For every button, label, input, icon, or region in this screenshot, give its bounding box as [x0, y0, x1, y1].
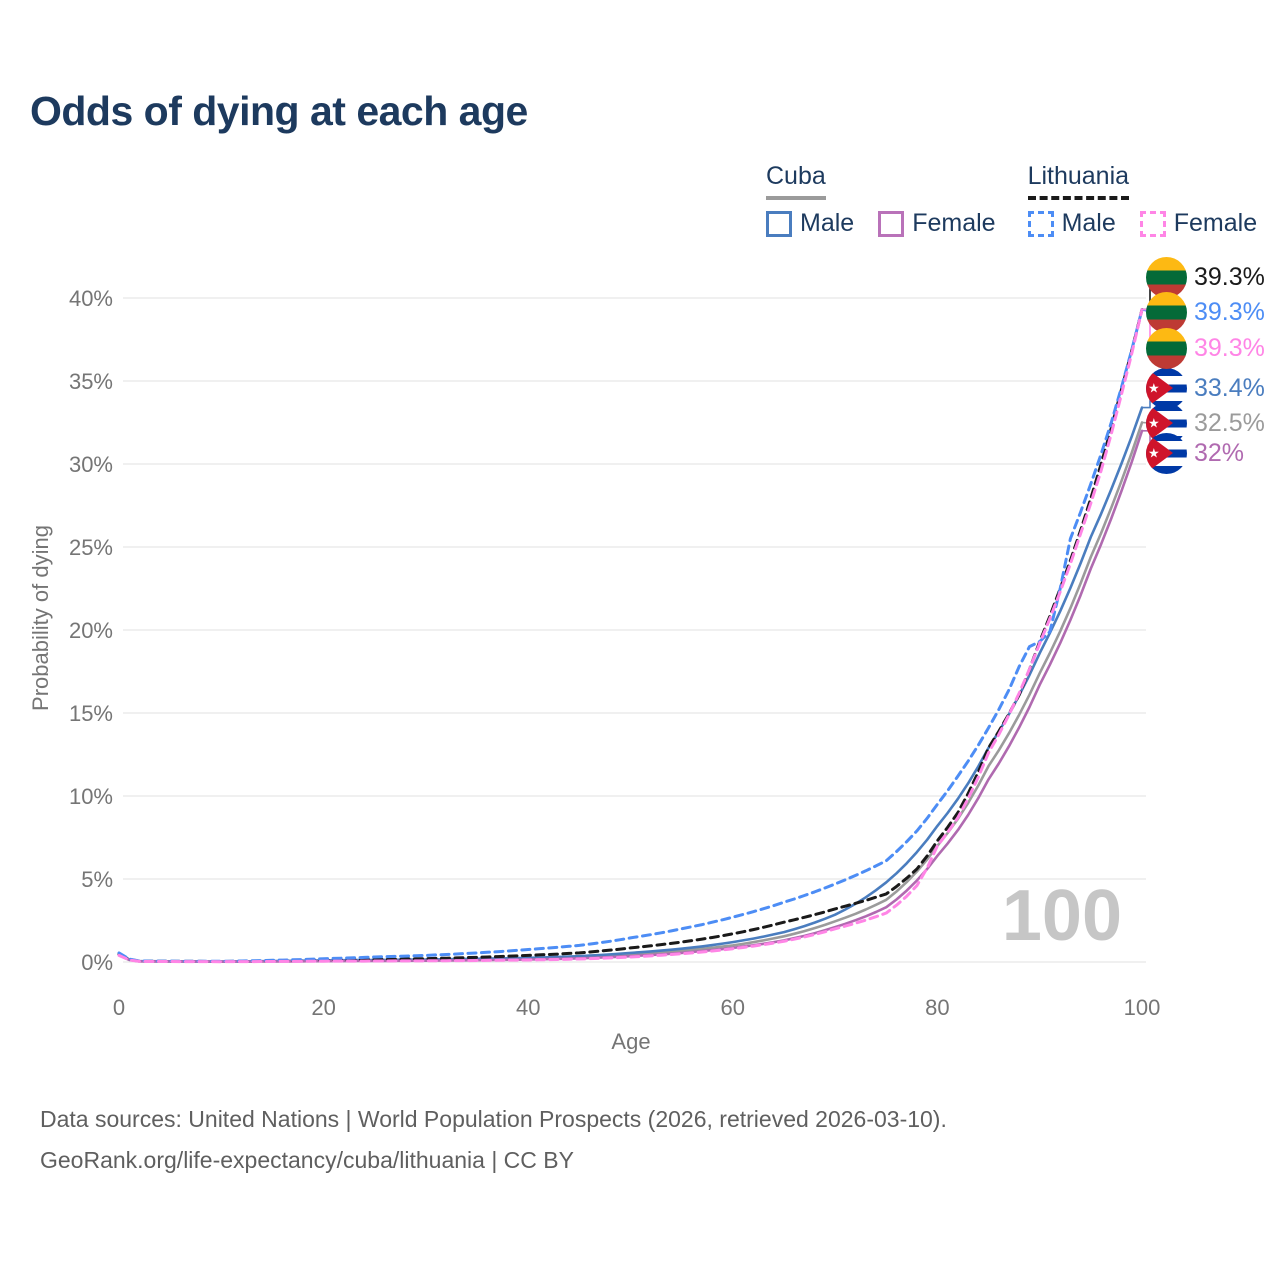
x-tick-label: 100	[1124, 995, 1161, 1020]
x-tick-label: 80	[925, 995, 949, 1020]
attribution-line: GeoRank.org/life-expectancy/cuba/lithuan…	[40, 1147, 574, 1173]
y-tick-label: 35%	[69, 369, 113, 394]
legend-item-cuba-female-label: Female	[912, 209, 996, 237]
y-tick-label: 20%	[69, 618, 113, 643]
y-tick-label: 0%	[81, 950, 113, 975]
label-connector-cuba-total	[1141, 421, 1151, 424]
chart-footer: Data sources: United Nations | World Pop…	[40, 1099, 947, 1181]
label-connector-cuba-male	[1142, 387, 1151, 409]
legend-item-lithuania-female[interactable]: Female	[1139, 209, 1258, 238]
legend-group-cuba: Cuba Male Female	[766, 162, 996, 238]
series-path-lithuania-female	[117, 308, 1144, 964]
legend-group-lithuania-label: Lithuania	[1027, 162, 1130, 200]
watermark-text: 100	[1002, 876, 1122, 956]
y-axis-title: Probability of dying	[28, 525, 53, 711]
page-title: Odds of dying at each age	[30, 88, 528, 134]
x-tick-label: 60	[721, 995, 745, 1020]
legend-item-lithuania-female-label: Female	[1173, 209, 1258, 237]
legend-item-lithuania-male-label: Male	[1061, 209, 1116, 237]
legend-group-cuba-label: Cuba	[766, 162, 826, 200]
label-connector-cuba-female	[1142, 430, 1151, 454]
y-tick-label: 15%	[69, 701, 113, 726]
x-tick-label: 40	[516, 995, 540, 1020]
legend-group-lithuania: Lithuania Male Female	[1027, 162, 1258, 238]
series-path-lithuania-male	[117, 308, 1144, 963]
y-tick-label: 25%	[69, 535, 113, 560]
legend: Cuba Male Female Lithuania Male Female	[766, 162, 1257, 238]
legend-item-cuba-male[interactable]: Male	[766, 209, 854, 238]
legend-item-lithuania-male[interactable]: Male	[1027, 209, 1116, 238]
legend-items-lithuania: Male Female	[1027, 209, 1258, 238]
series-path-lithuania-total	[117, 308, 1144, 963]
x-tick-label: 20	[311, 995, 335, 1020]
legend-item-cuba-female[interactable]: Female	[878, 209, 996, 238]
y-tick-label: 5%	[81, 867, 113, 892]
data-source-line: Data sources: United Nations | World Pop…	[40, 1106, 947, 1132]
series-path-cuba-total	[117, 421, 1144, 963]
x-axis-title: Age	[611, 1029, 650, 1054]
legend-swatch-lithuania-male-icon	[1027, 210, 1054, 237]
legend-swatch-cuba-male-icon	[766, 210, 792, 237]
legend-items-cuba: Male Female	[766, 209, 996, 238]
legend-swatch-cuba-female-icon	[878, 210, 905, 237]
y-tick-label: 30%	[69, 452, 113, 477]
legend-item-cuba-male-label: Male	[800, 209, 855, 237]
legend-swatch-lithuania-female-icon	[1139, 210, 1166, 237]
series-path-cuba-female	[117, 429, 1144, 963]
x-tick-label: 0	[113, 995, 125, 1020]
label-connector-lithuania-total	[1142, 276, 1151, 311]
label-connector-lithuania-female	[1142, 308, 1151, 349]
y-tick-label: 40%	[69, 286, 113, 311]
y-tick-label: 10%	[69, 784, 113, 809]
